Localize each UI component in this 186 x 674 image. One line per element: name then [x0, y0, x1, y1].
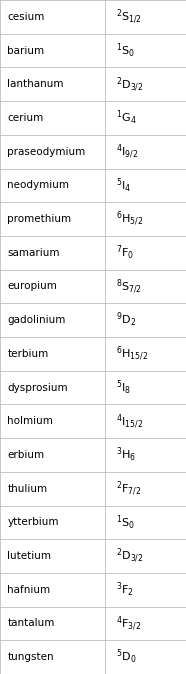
Text: $^{2}\mathrm{F}_{7/2}$: $^{2}\mathrm{F}_{7/2}$	[116, 479, 142, 498]
Text: hafnium: hafnium	[7, 585, 51, 594]
Text: lutetium: lutetium	[7, 551, 52, 561]
Text: $^{4}\mathrm{F}_{3/2}$: $^{4}\mathrm{F}_{3/2}$	[116, 614, 142, 633]
Text: promethium: promethium	[7, 214, 72, 224]
Text: tungsten: tungsten	[7, 652, 54, 662]
Text: $^{3}\mathrm{H}_{6}$: $^{3}\mathrm{H}_{6}$	[116, 446, 137, 464]
Text: $^{3}\mathrm{F}_{2}$: $^{3}\mathrm{F}_{2}$	[116, 580, 134, 599]
Text: ytterbium: ytterbium	[7, 518, 59, 527]
Text: $^{2}\mathrm{S}_{1/2}$: $^{2}\mathrm{S}_{1/2}$	[116, 7, 142, 26]
Text: dysprosium: dysprosium	[7, 383, 68, 392]
Text: $^{8}\mathrm{S}_{7/2}$: $^{8}\mathrm{S}_{7/2}$	[116, 277, 142, 296]
Text: lanthanum: lanthanum	[7, 80, 64, 89]
Text: $^{1}\mathrm{G}_{4}$: $^{1}\mathrm{G}_{4}$	[116, 109, 137, 127]
Text: $^{7}\mathrm{F}_{0}$: $^{7}\mathrm{F}_{0}$	[116, 243, 134, 262]
Text: tantalum: tantalum	[7, 619, 55, 628]
Text: $^{2}\mathrm{D}_{3/2}$: $^{2}\mathrm{D}_{3/2}$	[116, 75, 144, 94]
Text: $^{9}\mathrm{D}_{2}$: $^{9}\mathrm{D}_{2}$	[116, 311, 136, 330]
Text: $^{5}\mathrm{D}_{0}$: $^{5}\mathrm{D}_{0}$	[116, 648, 137, 667]
Text: $^{1}\mathrm{S}_{0}$: $^{1}\mathrm{S}_{0}$	[116, 41, 135, 60]
Text: $^{1}\mathrm{S}_{0}$: $^{1}\mathrm{S}_{0}$	[116, 513, 135, 532]
Text: europium: europium	[7, 282, 57, 291]
Text: neodymium: neodymium	[7, 181, 69, 190]
Text: cerium: cerium	[7, 113, 44, 123]
Text: $^{2}\mathrm{D}_{3/2}$: $^{2}\mathrm{D}_{3/2}$	[116, 547, 144, 565]
Text: cesium: cesium	[7, 12, 45, 22]
Text: gadolinium: gadolinium	[7, 315, 66, 325]
Text: $^{6}\mathrm{H}_{15/2}$: $^{6}\mathrm{H}_{15/2}$	[116, 344, 148, 363]
Text: $^{5}\mathrm{I}_{4}$: $^{5}\mathrm{I}_{4}$	[116, 176, 132, 195]
Text: holmium: holmium	[7, 417, 53, 426]
Text: $^{4}\mathrm{I}_{9/2}$: $^{4}\mathrm{I}_{9/2}$	[116, 142, 138, 161]
Text: $^{5}\mathrm{I}_{8}$: $^{5}\mathrm{I}_{8}$	[116, 378, 131, 397]
Text: barium: barium	[7, 46, 45, 55]
Text: $^{6}\mathrm{H}_{5/2}$: $^{6}\mathrm{H}_{5/2}$	[116, 210, 144, 228]
Text: $^{4}\mathrm{I}_{15/2}$: $^{4}\mathrm{I}_{15/2}$	[116, 412, 143, 431]
Text: terbium: terbium	[7, 349, 49, 359]
Text: praseodymium: praseodymium	[7, 147, 86, 156]
Text: erbium: erbium	[7, 450, 45, 460]
Text: samarium: samarium	[7, 248, 60, 257]
Text: thulium: thulium	[7, 484, 48, 493]
